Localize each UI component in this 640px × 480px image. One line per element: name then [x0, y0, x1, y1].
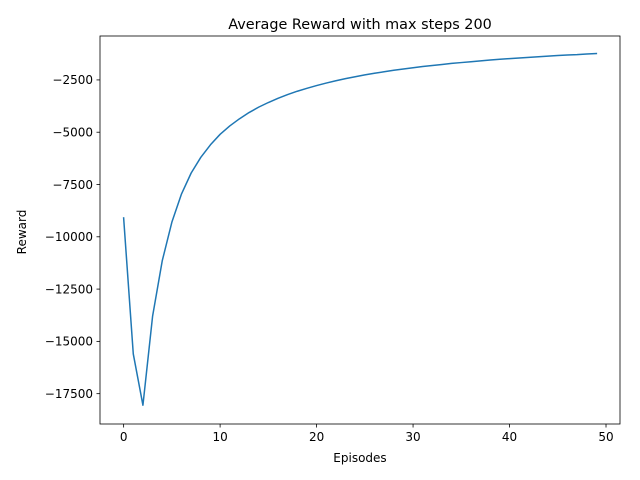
- y-tick-label: −17500: [45, 387, 93, 401]
- x-axis: 0 10 20 30 40 50: [120, 424, 614, 444]
- y-tick-label: −15000: [45, 335, 93, 349]
- x-tick-label: 10: [212, 430, 227, 444]
- plot-frame: [99, 35, 621, 425]
- x-tick-label: 0: [120, 430, 128, 444]
- x-tick-label: 50: [598, 430, 613, 444]
- x-tick-label: 20: [309, 430, 324, 444]
- y-tick-label: −10000: [45, 230, 93, 244]
- y-tick-label: −7500: [52, 178, 93, 192]
- plot-area: [99, 35, 621, 425]
- x-tick-label: 30: [405, 430, 420, 444]
- y-tick-label: −5000: [52, 126, 93, 140]
- y-tick-label: −2500: [52, 73, 93, 87]
- y-tick-label: −12500: [45, 282, 93, 296]
- x-tick-label: 40: [502, 430, 517, 444]
- y-axis-label: Reward: [15, 210, 29, 255]
- chart-title: Average Reward with max steps 200: [228, 17, 492, 33]
- x-axis-label: Episodes: [333, 451, 386, 465]
- y-axis: −17500 −15000 −12500 −10000 −7500 −5000 −2500: [45, 73, 100, 401]
- series-line-0: [122, 52, 598, 406]
